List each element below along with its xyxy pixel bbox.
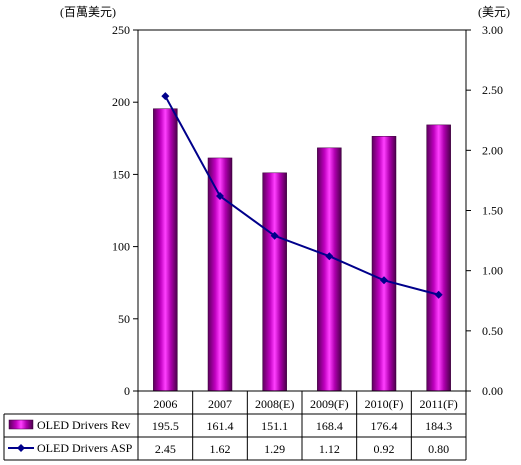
right-tick-label: 0.00 [482,384,503,398]
bar-2010(F) [371,136,397,392]
table-value: 2.45 [155,442,176,456]
category-label: 2006 [153,397,177,411]
left-tick-label: 50 [118,312,130,326]
legend-label-asp: OLED Drivers ASP [37,441,133,455]
right-tick-label: 2.00 [482,143,503,157]
plot-area-frame [137,29,467,392]
table-value: 168.4 [316,419,343,433]
asp-line [164,95,439,296]
table-value: 176.4 [371,419,398,433]
table-value: 0.92 [374,442,395,456]
left-axis-ticks: 0 50 100 150 200 250 [112,23,138,398]
table-value: 151.1 [261,419,288,433]
bar-2008(E) [262,172,287,392]
table-value: 1.29 [264,442,285,456]
asp-point-2011(F) [434,290,443,299]
right-tick-label: 0.50 [482,324,503,338]
table-value: 184.3 [425,419,452,433]
table-value: 1.62 [210,442,231,456]
left-axis-unit: (百萬美元) [60,5,116,19]
table-value: 195.5 [152,419,179,433]
bar-series [153,108,451,392]
category-label: 2011(F) [420,397,458,411]
table-value: 0.80 [428,442,449,456]
category-label: 2010(F) [365,397,404,411]
bar-2011(F) [426,124,451,392]
left-tick-label: 200 [112,95,130,109]
right-axis-ticks: 0.00 0.50 1.00 1.50 2.00 2.50 3.00 [466,23,503,398]
right-tick-label: 3.00 [482,23,503,37]
category-label: 2007 [208,397,232,411]
line-series [161,92,443,299]
asp-point-2006 [161,92,170,101]
left-tick-label: 100 [112,240,130,254]
bar-2006 [153,108,178,392]
asp-point-2007 [216,192,224,201]
left-tick-label: 250 [112,23,130,37]
right-axis-unit: (美元) [478,5,510,19]
legend-key-rev [8,419,34,430]
right-tick-label: 2.50 [482,83,503,97]
data-table: 2006 2007 2008(E) 2009(F) 2010(F) 2011(F) OLED… [3,390,467,461]
asp-point-2009(F) [325,252,334,261]
bar-2009(F) [317,147,342,392]
table-value: 161.4 [207,419,234,433]
asp-point-2008(E) [270,231,279,240]
asp-point-2010(F) [380,276,388,285]
legend-label-rev: OLED Drivers Rev [37,418,130,432]
category-label: 2009(F) [310,397,349,411]
category-label: 2008(E) [255,397,294,411]
left-tick-label: 150 [112,167,130,181]
right-tick-label: 1.50 [482,204,503,218]
left-tick-label: 0 [124,384,130,398]
legend-key-asp-marker [17,444,25,452]
right-tick-label: 1.00 [482,264,503,278]
table-value: 1.12 [319,442,340,456]
